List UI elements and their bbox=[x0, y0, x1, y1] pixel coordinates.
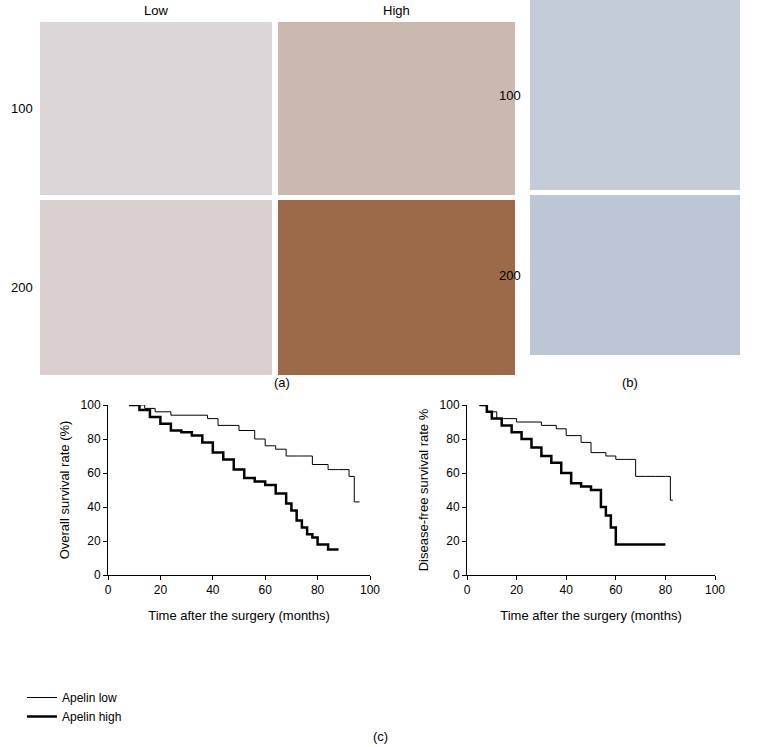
svg-text:20: 20 bbox=[510, 583, 524, 597]
svg-text:(c): (c) bbox=[373, 729, 388, 744]
svg-text:0: 0 bbox=[464, 583, 471, 597]
svg-text:80: 80 bbox=[659, 583, 673, 597]
svg-text:High: High bbox=[383, 3, 410, 18]
svg-text:60: 60 bbox=[87, 466, 101, 480]
svg-text:80: 80 bbox=[311, 583, 325, 597]
svg-text:0: 0 bbox=[453, 568, 460, 582]
svg-text:100: 100 bbox=[11, 101, 33, 116]
svg-text:20: 20 bbox=[446, 534, 460, 548]
svg-text:60: 60 bbox=[259, 583, 273, 597]
svg-text:20: 20 bbox=[154, 583, 168, 597]
svg-text:Disease-free survival rate %: Disease-free survival rate % bbox=[416, 408, 431, 571]
svg-text:60: 60 bbox=[609, 583, 623, 597]
svg-text:0: 0 bbox=[105, 583, 112, 597]
svg-text:(b): (b) bbox=[622, 375, 638, 390]
svg-text:80: 80 bbox=[87, 432, 101, 446]
svg-text:Low: Low bbox=[144, 3, 168, 18]
svg-text:0: 0 bbox=[94, 568, 101, 582]
svg-text:60: 60 bbox=[446, 466, 460, 480]
svg-text:20: 20 bbox=[87, 534, 101, 548]
svg-text:Apelin low: Apelin low bbox=[62, 691, 117, 705]
svg-text:40: 40 bbox=[87, 500, 101, 514]
svg-text:80: 80 bbox=[446, 432, 460, 446]
svg-text:Apelin high: Apelin high bbox=[62, 710, 121, 724]
svg-text:200: 200 bbox=[499, 268, 521, 283]
svg-text:Time after the surgery (months: Time after the surgery (months) bbox=[500, 608, 682, 623]
svg-text:200: 200 bbox=[11, 280, 33, 295]
svg-text:Time after the surgery (months: Time after the surgery (months) bbox=[148, 608, 330, 623]
svg-text:100: 100 bbox=[81, 398, 101, 412]
svg-text:Overall survival rate (%): Overall survival rate (%) bbox=[57, 421, 72, 560]
svg-text:40: 40 bbox=[206, 583, 220, 597]
svg-text:100: 100 bbox=[440, 398, 460, 412]
svg-text:100: 100 bbox=[360, 583, 380, 597]
svg-text:100: 100 bbox=[705, 583, 725, 597]
svg-text:40: 40 bbox=[560, 583, 574, 597]
svg-text:(a): (a) bbox=[274, 375, 290, 390]
svg-text:40: 40 bbox=[446, 500, 460, 514]
svg-text:100: 100 bbox=[499, 88, 521, 103]
